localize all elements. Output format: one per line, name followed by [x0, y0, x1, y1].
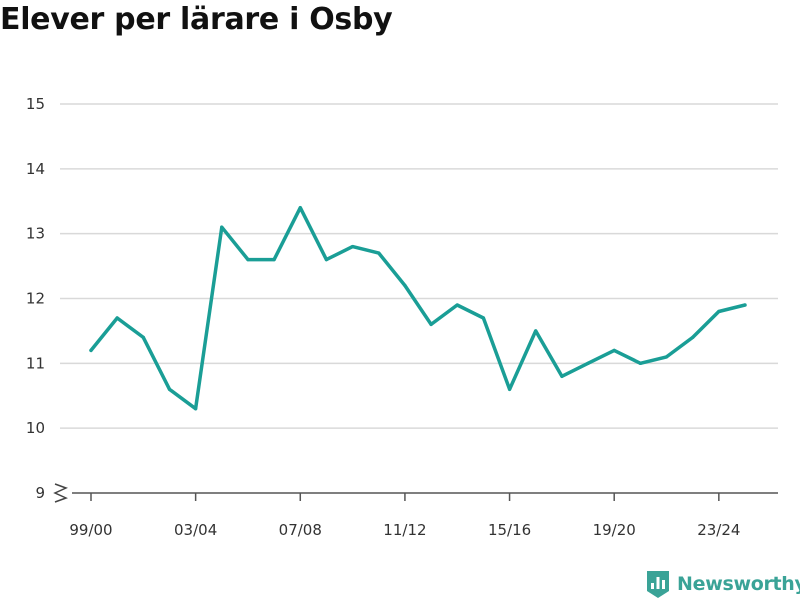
- data-point: [743, 303, 747, 307]
- axes: 9 10 11 12 13 14 15 99/00 03/04 07/08 11/12 15/16 19…: [26, 95, 778, 539]
- y-tick-label: 10: [26, 419, 45, 437]
- y-tick-label: 15: [26, 95, 45, 113]
- data-point: [298, 206, 302, 210]
- data-point: [586, 361, 590, 365]
- data-point: [403, 283, 407, 288]
- newsworthy-brand: Newsworthy: [645, 568, 800, 600]
- data-point: [664, 355, 669, 359]
- data-point: [507, 387, 512, 391]
- x-tick-label: 11/12: [383, 521, 426, 539]
- x-tick-label: 99/00: [69, 521, 112, 539]
- y-tick-label: 13: [26, 225, 45, 243]
- data-point: [717, 309, 721, 314]
- data-point: [141, 335, 145, 339]
- x-tick-label: 07/08: [279, 521, 322, 539]
- gridlines: [60, 103, 778, 429]
- y-tick-label: 11: [26, 354, 45, 372]
- data-point: [612, 348, 616, 352]
- data-point: [691, 335, 695, 339]
- data-point: [638, 361, 642, 365]
- data-point: [194, 407, 198, 411]
- data-point: [377, 251, 381, 255]
- y-tick-label: 12: [26, 290, 45, 308]
- data-point: [220, 225, 224, 229]
- axis-break-icon: [53, 483, 68, 503]
- bar-chart-logo-icon: [647, 571, 669, 598]
- brand-name: Newsworthy: [677, 573, 800, 595]
- data-point: [324, 258, 329, 262]
- x-tick-label: 23/24: [697, 521, 740, 539]
- data-point: [115, 316, 119, 320]
- data-point: [455, 303, 459, 307]
- data-point: [481, 316, 485, 320]
- data-point: [429, 322, 433, 327]
- data-point: [272, 258, 276, 262]
- data-point: [89, 348, 93, 352]
- series-line: [89, 205, 747, 411]
- data-point: [167, 387, 172, 391]
- x-tick-label: 19/20: [593, 521, 636, 539]
- data-point: [246, 258, 250, 262]
- data-point: [560, 374, 564, 378]
- x-tick-label: 03/04: [174, 521, 217, 539]
- x-tick-label: 15/16: [488, 521, 531, 539]
- chart-title: Elever per lärare i Osby: [0, 2, 393, 37]
- data-point: [534, 329, 538, 333]
- data-point: [351, 245, 355, 249]
- series-lines: [89, 205, 747, 411]
- y-tick-label: 14: [26, 160, 45, 178]
- y-tick-label: 9: [35, 484, 45, 502]
